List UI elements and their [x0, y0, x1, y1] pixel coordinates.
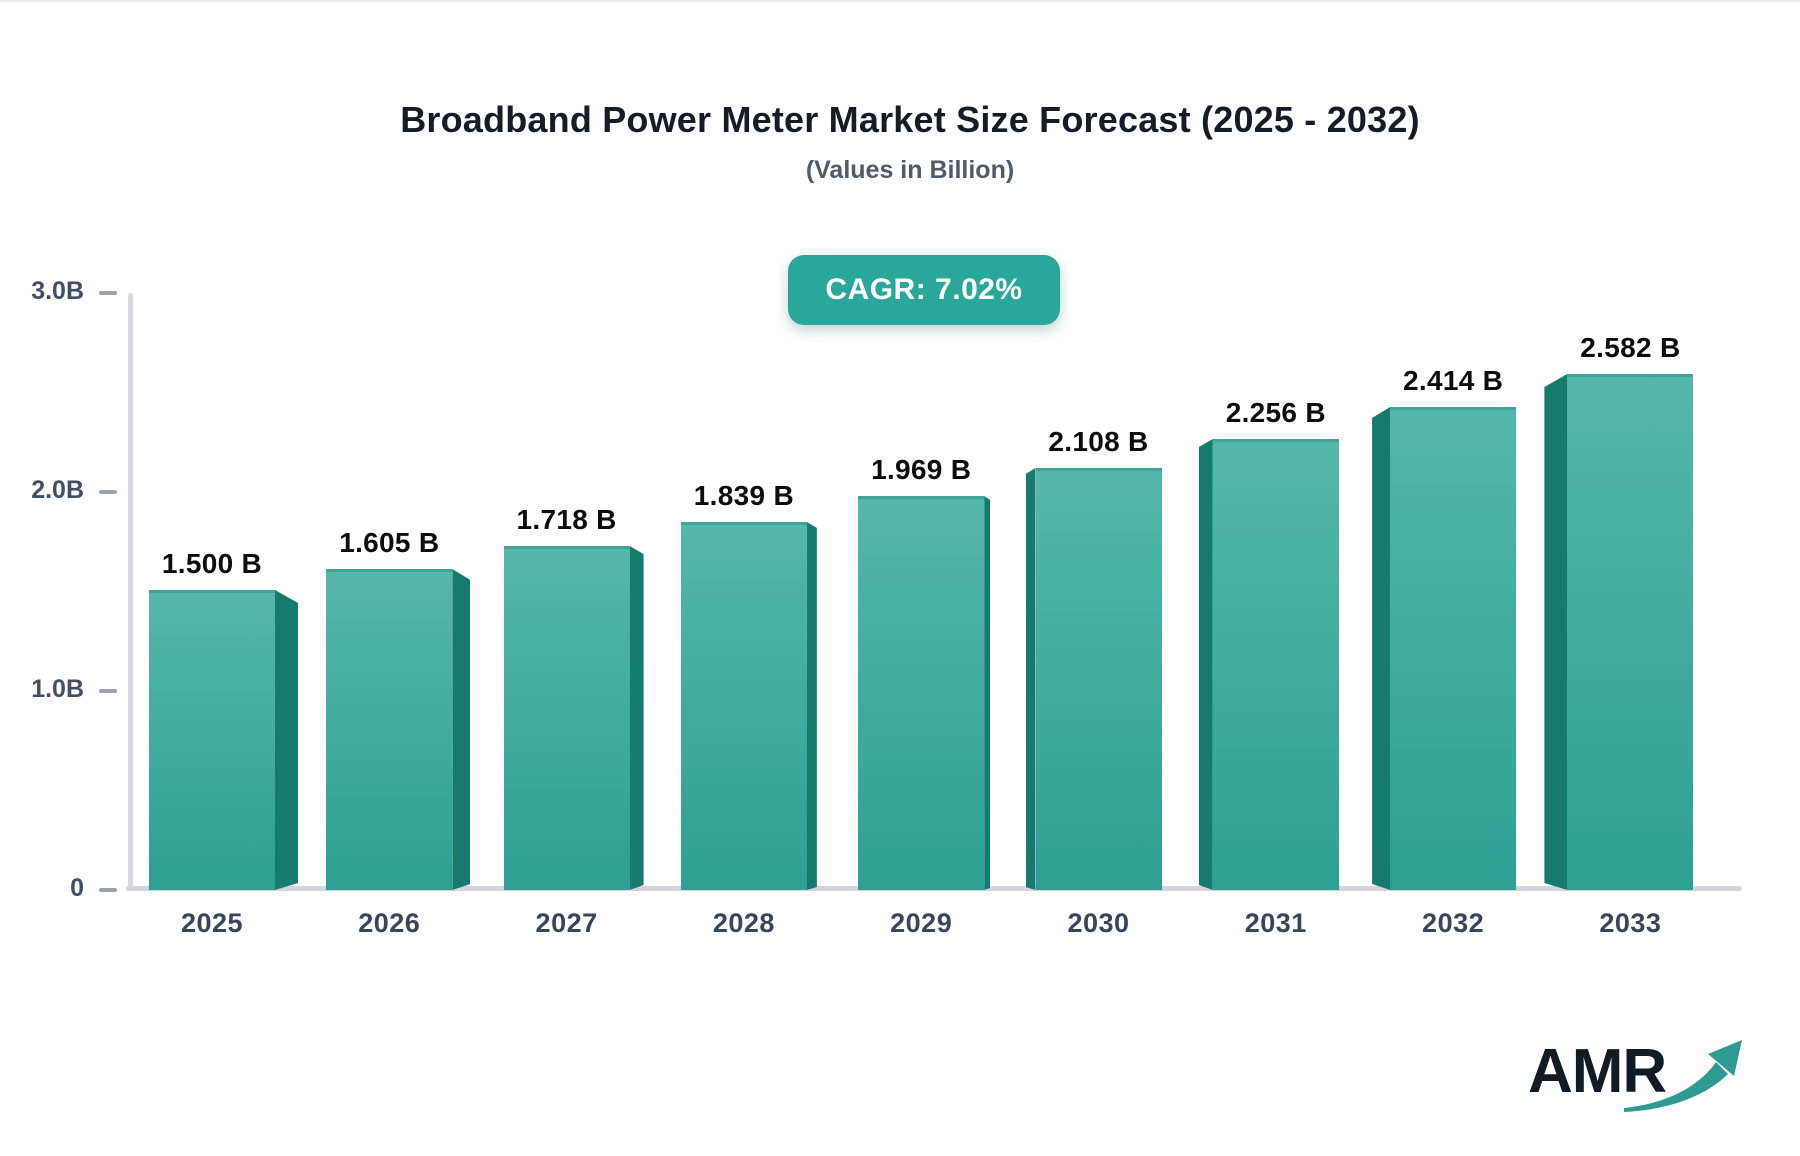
x-axis-label-2030: 2030: [1067, 908, 1130, 938]
x-axis-label-2031: 2031: [1244, 908, 1307, 938]
bar-2029: [858, 496, 985, 890]
bar-value-label: 2.414 B: [1403, 365, 1504, 396]
x-axis-label-2032: 2032: [1422, 908, 1485, 938]
y-axis-label: 1.0B: [31, 675, 84, 703]
x-axis-label-2026: 2026: [358, 908, 421, 938]
bar-side-2025: [275, 590, 298, 890]
bar-value-label: 1.718 B: [516, 504, 617, 535]
chart-title: Broadband Power Meter Market Size Foreca…: [400, 99, 1420, 140]
x-axis-label-2033: 2033: [1599, 908, 1662, 938]
x-axis-label-2025: 2025: [180, 908, 244, 938]
y-axis-label: 2.0B: [31, 476, 84, 504]
bar-2031: [1212, 439, 1339, 890]
bar-2032: [1390, 407, 1517, 890]
y-axis-tick: [99, 291, 117, 295]
chart-header: Broadband Power Meter Market Size Foreca…: [40, 2, 1780, 184]
trend-arrow-icon: [1624, 1040, 1742, 1112]
y-axis-tick: [99, 689, 117, 693]
brand-logo-text: AMR: [1528, 1037, 1667, 1106]
bar-side-2032: [1372, 407, 1390, 890]
bar-2028: [680, 522, 807, 890]
y-axis-label: 0: [70, 874, 84, 902]
x-axis-label-2027: 2027: [535, 908, 598, 938]
bar-2025: [149, 590, 275, 890]
bar-side-2033: [1544, 374, 1567, 890]
cagr-badge: CAGR: 7.02%: [788, 255, 1060, 325]
bar-2033: [1567, 374, 1694, 890]
x-axis-label-2029: 2029: [890, 908, 953, 938]
bar-value-label: 2.108 B: [1048, 426, 1149, 457]
chart-subtitle: (Values in Billion): [805, 156, 1015, 184]
bar-value-label: 1.839 B: [693, 480, 794, 511]
bar-side-2026: [452, 569, 470, 890]
y-axis-line: [128, 293, 133, 890]
bar-side-2029: [984, 496, 990, 890]
y-axis-tick: [99, 490, 117, 494]
y-axis-tick: [99, 888, 117, 892]
y-axis-label: 3.0B: [31, 277, 84, 305]
bar-value-label: 1.605 B: [339, 527, 440, 558]
bar-2030: [1035, 468, 1162, 890]
bar-value-label: 1.969 B: [871, 454, 972, 485]
bar-value-label: 2.582 B: [1580, 332, 1681, 363]
bar-side-2030: [1026, 468, 1036, 890]
bar-side-2028: [807, 522, 817, 890]
bar-side-2031: [1199, 439, 1213, 890]
x-axis-label-2028: 2028: [712, 908, 775, 938]
brand-logo: AMR: [1528, 1030, 1748, 1116]
bar-side-2027: [630, 546, 644, 890]
bar-value-label: 2.256 B: [1225, 397, 1326, 428]
cagr-badge-label: CAGR: 7.02%: [825, 273, 1023, 306]
bar-value-label: 1.500 B: [161, 548, 263, 579]
bar-2027: [503, 546, 630, 890]
bar-2026: [326, 569, 453, 890]
